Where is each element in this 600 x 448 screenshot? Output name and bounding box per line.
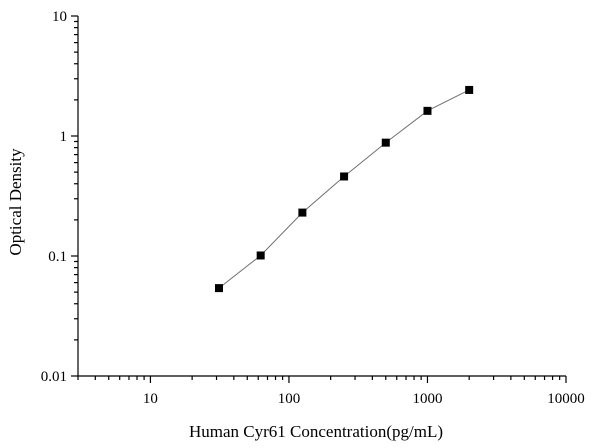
- data-point: [214, 284, 223, 293]
- y-axis-title: Optical Density: [6, 148, 25, 256]
- y-tick-label: 10: [52, 9, 67, 25]
- x-axis-title: Human Cyr61 Concentration(pg/mL): [189, 422, 443, 441]
- series-line: [218, 89, 470, 289]
- data-point: [298, 208, 307, 217]
- x-tick-label: 1000: [412, 391, 442, 407]
- data-point: [423, 106, 432, 115]
- x-tick-label: 100: [278, 391, 301, 407]
- x-tick-label: 10000: [547, 391, 585, 407]
- y-tick-label: 0.1: [48, 249, 67, 265]
- y-tick-label: 0.01: [41, 369, 67, 385]
- data-point: [340, 172, 349, 181]
- data-point: [256, 251, 265, 260]
- series-layer: [214, 85, 474, 293]
- data-point: [465, 85, 474, 94]
- data-point: [381, 138, 390, 147]
- y-tick-label: 1: [60, 129, 68, 145]
- x-tick-label: 10: [143, 391, 158, 407]
- axes: 10 100 1000 10000 0.01 0.1 1 10: [41, 9, 585, 407]
